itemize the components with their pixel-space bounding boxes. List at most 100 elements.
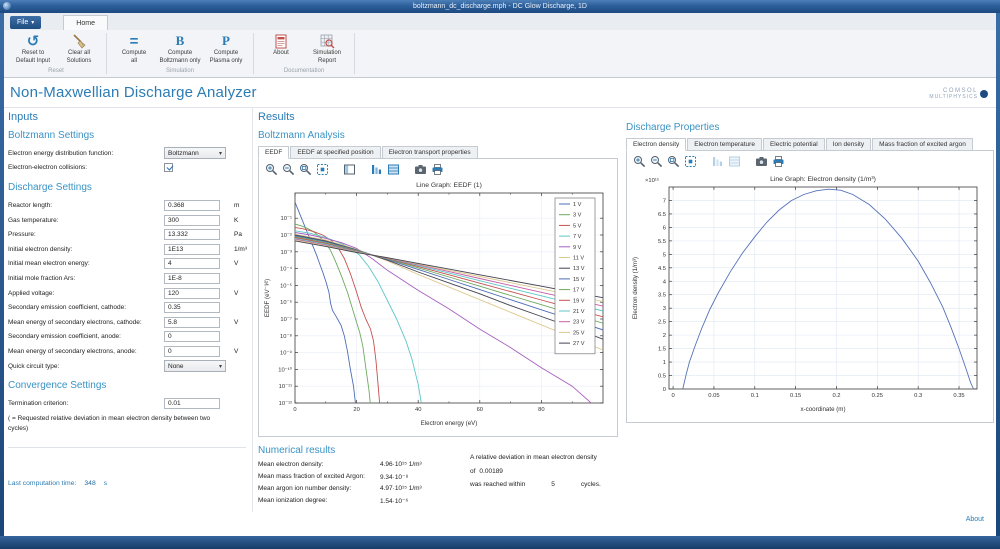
zoom-extents-icon[interactable]: [316, 163, 329, 176]
field-unit: V: [228, 290, 246, 297]
field-input[interactable]: 5.8: [164, 317, 220, 328]
svg-text:10⁻¹¹: 10⁻¹¹: [279, 384, 292, 390]
ribbon-body: ↺ Reset to Default Input Clear all Solut…: [4, 30, 996, 77]
field-input[interactable]: 300: [164, 215, 220, 226]
svg-text:1: 1: [663, 360, 666, 366]
about-link[interactable]: About: [966, 516, 984, 523]
svg-text:10⁻⁵: 10⁻⁵: [280, 282, 293, 289]
equals-icon: =: [130, 33, 139, 49]
field-input[interactable]: 1E-8: [164, 273, 220, 284]
boltzmann-analysis-title: Boltzmann Analysis: [258, 130, 618, 141]
svg-text:0.1: 0.1: [751, 393, 759, 399]
svg-text:21 V: 21 V: [573, 309, 585, 315]
svg-text:10⁻⁷: 10⁻⁷: [280, 316, 292, 323]
field-dropdown[interactable]: Boltzmann: [164, 147, 226, 159]
checkbox[interactable]: [164, 163, 173, 172]
svg-text:3: 3: [663, 306, 666, 312]
tab-eedf-at-specified-position[interactable]: EEDF at specified position: [290, 146, 380, 159]
snapshot-icon[interactable]: [755, 155, 768, 168]
form-row: Mean energy of secondary electrons, anod…: [8, 344, 246, 359]
compute-boltzmann-button[interactable]: B Compute Boltzmann only: [157, 31, 203, 68]
plot-grid-icon[interactable]: [387, 163, 400, 176]
snapshot-icon[interactable]: [414, 163, 427, 176]
svg-text:11 V: 11 V: [573, 256, 584, 262]
tab-electric-potential[interactable]: Electric potential: [763, 138, 825, 151]
plot-log-icon[interactable]: [370, 163, 383, 176]
section-title: Boltzmann Settings: [8, 130, 246, 141]
field-input[interactable]: 4: [164, 258, 220, 269]
form-row: Reactor length:0.368m: [8, 198, 246, 213]
compute-all-button[interactable]: = Compute all: [111, 31, 157, 68]
field-dropdown[interactable]: None: [164, 360, 226, 372]
zoom-out-icon[interactable]: [282, 163, 295, 176]
clear-all-solutions-button[interactable]: Clear all Solutions: [56, 31, 102, 68]
convergence-result-note: A relative deviation in mean electron de…: [470, 451, 620, 492]
form-row: Secondary emission coefficient, cathode:…: [8, 300, 246, 315]
field-unit: 1/m³: [228, 246, 247, 253]
file-menu-label: File: [17, 19, 28, 26]
convergence-note: ( = Requested relative deviation in mean…: [8, 414, 218, 434]
inputs-title: Inputs: [8, 111, 246, 123]
field-input[interactable]: 1E13: [164, 244, 220, 255]
field-input[interactable]: 0.368: [164, 200, 220, 211]
field-input[interactable]: 13.332: [164, 229, 220, 240]
tab-electron-transport-properties[interactable]: Electron transport properties: [382, 146, 478, 159]
tab-electron-temperature[interactable]: Electron temperature: [687, 138, 762, 151]
tab-mass-fraction-of-excited-argon[interactable]: Mass fraction of excited argon: [872, 138, 973, 151]
svg-text:0.3: 0.3: [914, 393, 922, 399]
svg-text:4.5: 4.5: [658, 266, 666, 272]
field-input[interactable]: 0.35: [164, 302, 220, 313]
chevron-down-icon: [219, 363, 222, 370]
tab-home[interactable]: Home: [63, 15, 108, 30]
compute-plasma-button[interactable]: P Compute Plasma only: [203, 31, 249, 68]
axis-window-icon[interactable]: [343, 163, 356, 176]
field-label: Secondary emission coefficient, anode:: [8, 333, 164, 340]
field-input[interactable]: 0: [164, 331, 220, 342]
button-label: Compute Plasma only: [210, 50, 243, 65]
window-border-bottom: [0, 536, 1000, 549]
tab-eedf[interactable]: EEDF: [258, 146, 289, 159]
zoom-out-icon[interactable]: [650, 155, 663, 168]
print-icon[interactable]: [772, 155, 785, 168]
title-bar[interactable]: boltzmann_dc_discharge.mph - DC Glow Dis…: [0, 0, 1000, 13]
tab-ion-density[interactable]: Ion density: [826, 138, 871, 151]
form-row: Quick circuit type:None: [8, 359, 246, 374]
zoom-in-icon[interactable]: [265, 163, 278, 176]
ribbon-group-label: Simulation: [111, 68, 249, 77]
comsol-logo: COMSOL MULTIPHYSICS: [902, 82, 988, 102]
discharge-tabstrip: Electron densityElectron temperatureElec…: [626, 138, 994, 151]
field-unit: V: [228, 319, 246, 326]
print-icon[interactable]: [431, 163, 444, 176]
ribbon: File Home ↺ Reset to Default Input: [4, 13, 996, 78]
boltzmann-tabstrip: EEDFEEDF at specified positionElectron t…: [258, 146, 618, 159]
svg-text:0: 0: [293, 407, 296, 413]
result-value: 4.97·10¹⁵ 1/m³: [380, 485, 468, 492]
svg-text:10⁻¹: 10⁻¹: [281, 216, 293, 222]
tab-electron-density[interactable]: Electron density: [626, 138, 686, 151]
svg-text:10⁻¹⁰: 10⁻¹⁰: [278, 366, 292, 373]
button-label: Reset to Default Input: [16, 50, 50, 65]
zoom-extents-icon[interactable]: [684, 155, 697, 168]
field-input[interactable]: 120: [164, 288, 220, 299]
field-label: Initial mean electron energy:: [8, 260, 164, 267]
numerical-results-grid: Mean electron density:4.96·10¹⁵ 1/m³Mean…: [258, 461, 468, 505]
reset-to-default-button[interactable]: ↺ Reset to Default Input: [10, 31, 56, 68]
result-label: Mean electron density:: [258, 461, 380, 468]
button-label: Clear all Solutions: [67, 50, 92, 65]
field-label: Quick circuit type:: [8, 363, 164, 370]
file-menu-button[interactable]: File: [10, 16, 41, 29]
form-row: Electron-electron collisions:: [8, 161, 246, 176]
zoom-box-icon[interactable]: [667, 155, 680, 168]
report-icon: [320, 33, 335, 49]
electron-density-chart[interactable]: 00.050.10.150.20.250.30.3500.511.522.533…: [629, 169, 991, 420]
note-cycles-value: 5: [551, 481, 555, 488]
eedf-chart[interactable]: 02040608010⁻¹10⁻²10⁻³10⁻⁴10⁻⁵10⁻⁶10⁻⁷10⁻…: [261, 177, 615, 434]
simulation-report-button[interactable]: Simulation Report: [304, 31, 350, 68]
discharge-graph-box: 00.050.10.150.20.250.30.3500.511.522.533…: [626, 150, 994, 423]
field-label: Reactor length:: [8, 202, 164, 209]
field-input[interactable]: 0: [164, 346, 220, 357]
zoom-in-icon[interactable]: [633, 155, 646, 168]
field-input[interactable]: 0.01: [164, 398, 220, 409]
zoom-box-icon[interactable]: [299, 163, 312, 176]
about-button[interactable]: About: [258, 31, 304, 68]
